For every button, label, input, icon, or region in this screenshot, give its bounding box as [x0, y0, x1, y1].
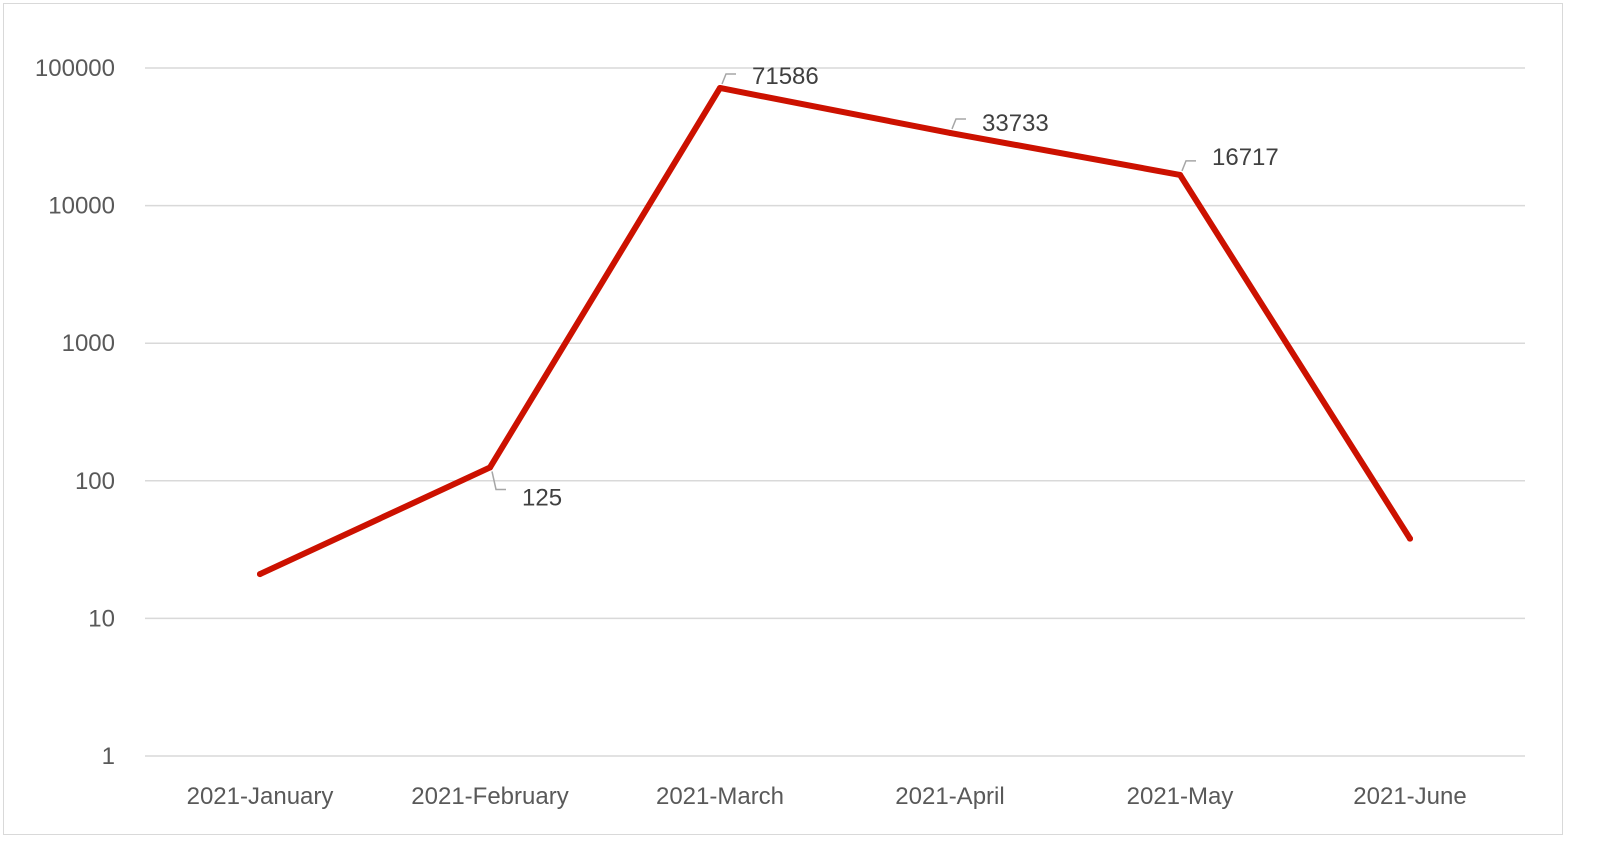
- y-tick-label: 100: [75, 468, 115, 495]
- data-label-leader: [1181, 160, 1196, 172]
- y-tick-label: 100000: [35, 55, 115, 82]
- data-label: 125: [522, 484, 562, 511]
- data-point: [1177, 171, 1183, 178]
- data-label: 71586: [752, 63, 819, 90]
- data-point: [257, 571, 263, 578]
- y-tick-label: 10000: [48, 193, 115, 220]
- x-tick-label: 2021-May: [1127, 783, 1234, 810]
- x-tick-label: 2021-February: [411, 783, 568, 810]
- y-axis-tick-labels: 1 10 100 1000 10000 100000: [35, 55, 115, 770]
- x-tick-label: 2021-January: [187, 783, 334, 810]
- x-tick-label: 2021-March: [656, 783, 784, 810]
- data-labels: 125 71586 33733 16717: [491, 63, 1279, 511]
- y-tick-label: 1000: [62, 330, 115, 357]
- data-point: [947, 129, 953, 136]
- data-point: [487, 464, 493, 471]
- x-tick-label: 2021-June: [1353, 783, 1466, 810]
- x-tick-label: 2021-April: [895, 783, 1004, 810]
- series-group: [257, 84, 1413, 578]
- data-label: 16717: [1212, 144, 1279, 171]
- data-point: [1407, 535, 1413, 542]
- data-label-leader: [491, 471, 506, 491]
- x-axis-tick-labels: 2021-January 2021-February 2021-March 2021-…: [187, 783, 1467, 810]
- series-line: [257, 84, 1413, 578]
- chart-frame: [3, 3, 1563, 835]
- data-label-leader: [721, 73, 736, 85]
- gridlines: [145, 67, 1525, 620]
- y-tick-label: 1: [102, 743, 115, 770]
- data-point: [717, 84, 723, 91]
- y-tick-label: 10: [88, 605, 115, 632]
- data-label: 33733: [982, 110, 1049, 137]
- data-label-leader: [951, 118, 966, 130]
